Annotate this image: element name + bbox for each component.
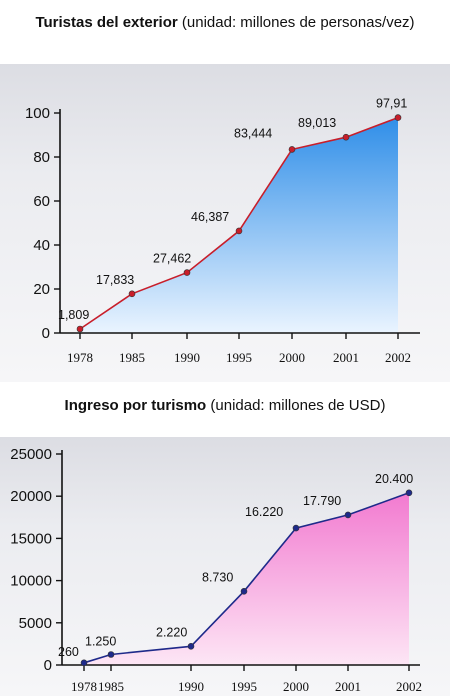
chart1-data-label: 17,833: [96, 273, 134, 287]
chart2-point: [405, 489, 413, 497]
chart2-title: Ingreso por turismo (unidad: millones de…: [0, 397, 450, 414]
chart2-x-tick-label: 2002: [396, 679, 422, 694]
chart1-x-tick-label: 1985: [119, 350, 145, 365]
chart2-y-tick-label: 10000: [10, 573, 52, 590]
chart1-x-tick-label: 1978: [67, 350, 93, 365]
chart1-point: [288, 146, 296, 153]
chart1-data-label: 83,444: [234, 126, 272, 140]
chart1-y-tick-label: 80: [33, 149, 50, 166]
chart2-data-label: 16.220: [245, 505, 283, 519]
chart1-data-label: 27,462: [153, 252, 191, 266]
chart2-x-tick-label: 1995: [231, 679, 257, 694]
chart1-y-tick-label: 60: [33, 193, 50, 210]
chart2-data-label: 2.220: [156, 625, 187, 639]
chart1-x-tick-label: 1990: [174, 350, 200, 365]
chart1-point: [128, 290, 136, 298]
chart2-point: [187, 642, 195, 650]
chart2-data-label: 20.400: [375, 472, 413, 486]
chart1-y-tick-label: 20: [33, 281, 50, 298]
chart1-point: [342, 133, 350, 141]
chart1-point: [183, 269, 191, 276]
chart1-title: Turistas del exterior (unidad: millones …: [0, 14, 450, 31]
chart1-data-label: 89,013: [298, 116, 336, 130]
chart2-data-label: 260: [58, 645, 79, 659]
chart2-y-tick-label: 20000: [10, 488, 52, 505]
chart1-title-unit: (unidad: millones de personas/vez): [181, 14, 415, 31]
chart2-title-unit: (unidad: millones de USD): [210, 397, 386, 414]
chart1-x-tick-label: 2001: [333, 350, 359, 365]
chart1-data-label: 46,387: [191, 210, 229, 224]
chart2-point: [240, 587, 248, 595]
chart1-area-fill: [80, 117, 398, 333]
chart2-x-tick-label: 1978: [71, 679, 97, 694]
chart2-point: [107, 651, 115, 658]
chart2-x-tick-label: 1985: [98, 679, 124, 694]
chart2-x-tick-label: 2001: [335, 679, 361, 694]
chart1-y-tick-label: 0: [42, 325, 50, 342]
chart1-x-tick-label: 2002: [385, 350, 411, 365]
chart1-x-tick-label: 2000: [279, 350, 305, 365]
chart2-point: [344, 511, 352, 519]
chart2-x-tick-label: 2000: [283, 679, 309, 694]
chart2-y-tick-label: 5000: [19, 615, 52, 632]
chart1-data-label: 1,809: [58, 308, 89, 322]
chart1-data-label: 97,91: [376, 97, 407, 111]
chart2-data-label: 17.790: [303, 494, 341, 508]
chart1-point: [76, 325, 84, 333]
chart2-x-tick-label: 1990: [178, 679, 204, 694]
chart2-y-tick-label: 15000: [10, 530, 52, 547]
chart1-point: [235, 227, 243, 235]
chart1-y-tick-label: 40: [33, 237, 50, 254]
chart1-title-main: Turistas del exterior: [35, 14, 178, 31]
chart1-x-tick-label: 1995: [226, 350, 252, 365]
chart2-area-fill: [84, 492, 409, 665]
chart2-y-tick-label: 0: [44, 657, 52, 674]
chart2-data-label: 1.250: [85, 634, 116, 648]
chart1-y-tick-label: 100: [25, 105, 50, 122]
chart2-point: [80, 659, 88, 667]
chart1-point: [394, 114, 402, 121]
chart2-data-label: 8.730: [202, 570, 233, 584]
chart2-point: [292, 524, 300, 532]
chart2-y-tick-label: 25000: [10, 446, 52, 463]
chart2-title-main: Ingreso por turismo: [64, 397, 207, 414]
